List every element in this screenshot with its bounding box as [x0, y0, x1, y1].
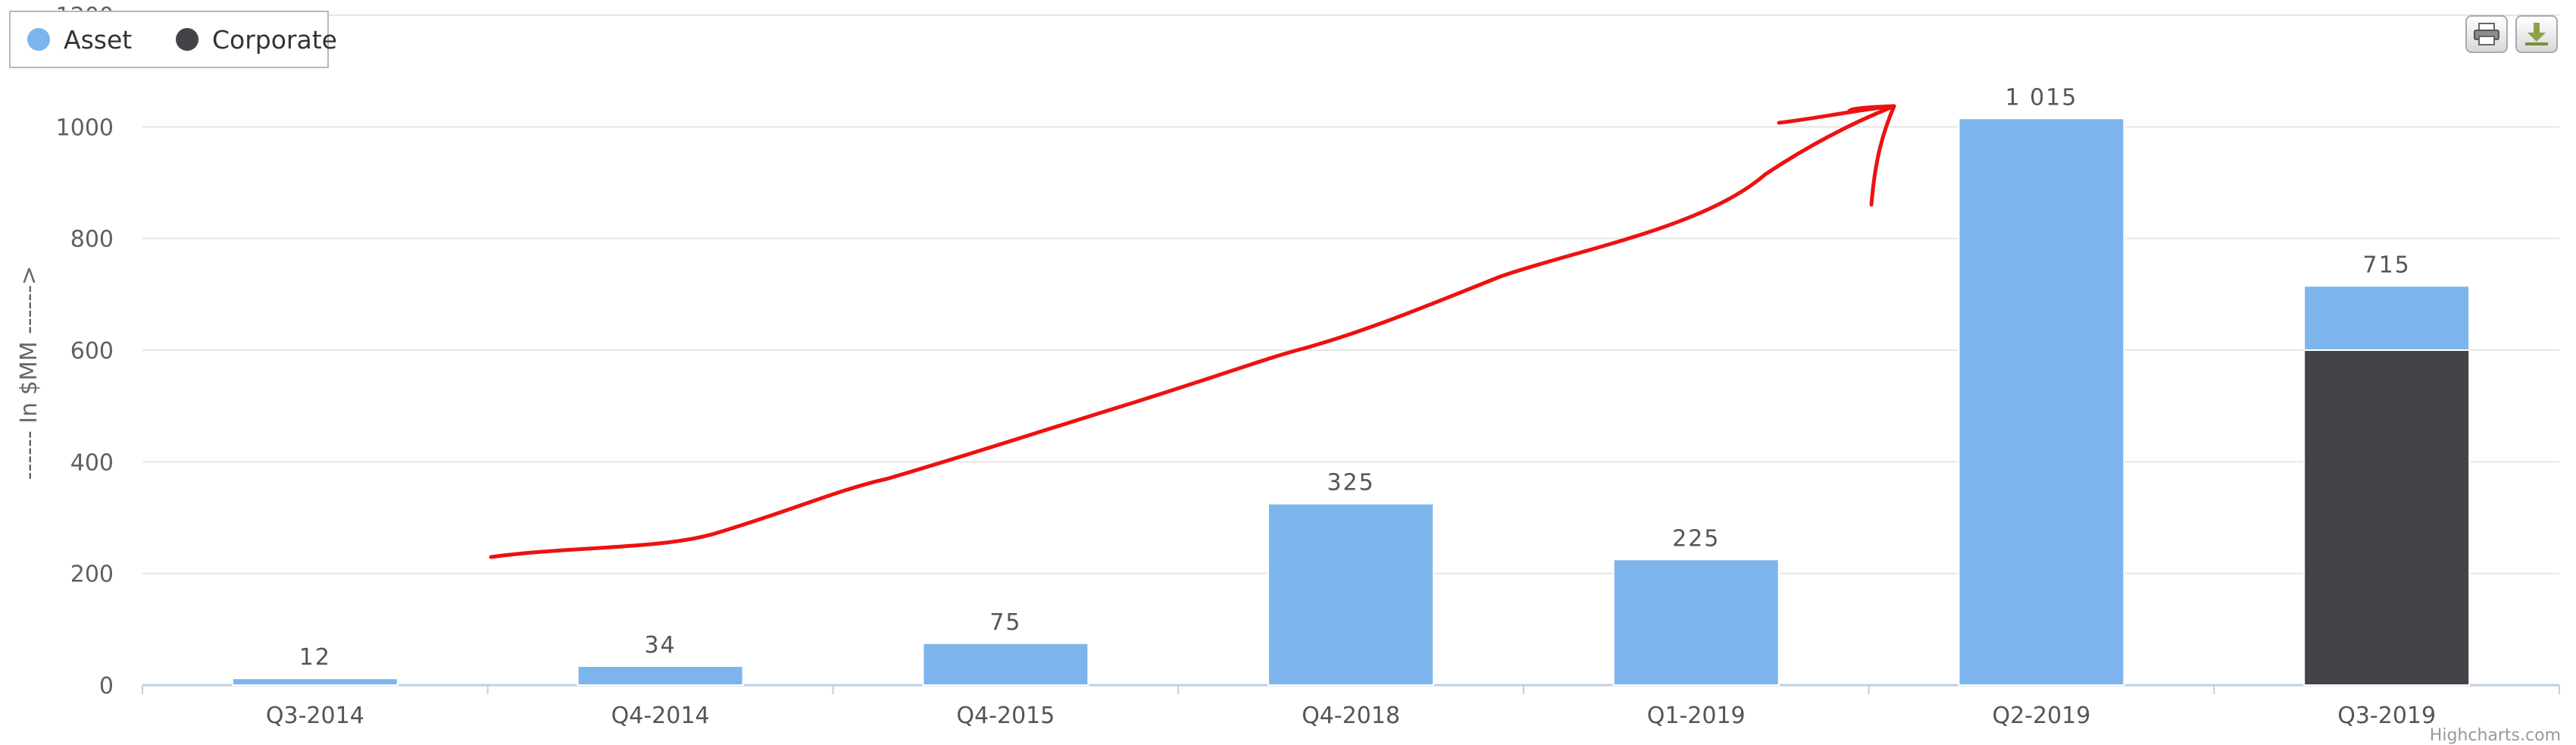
legend-dot-corporate	[176, 28, 199, 51]
print-button[interactable]	[2465, 15, 2508, 53]
legend-label-asset: Asset	[64, 24, 133, 55]
legend-item-asset[interactable]: Asset	[27, 12, 132, 67]
x-tick-label: Q2-2019	[1992, 703, 2090, 729]
data-label-total: 1 015	[2005, 84, 2077, 111]
bar-asset-q3-2014	[231, 678, 399, 686]
y-tick-label: 800	[70, 227, 114, 253]
data-label-total: 34	[644, 632, 676, 659]
y-tick-label: 200	[70, 562, 114, 588]
download-icon	[2525, 23, 2548, 45]
data-label-total: 325	[1327, 470, 1374, 496]
x-tick-label: Q4-2015	[956, 703, 1055, 729]
y-tick-label: 1000	[56, 114, 114, 141]
legend-item-corporate[interactable]: Corporate	[176, 12, 337, 67]
bar-asset-q1-2019	[1612, 559, 1780, 686]
x-tick-label: Q3-2014	[266, 703, 364, 729]
x-tick-label: Q1-2019	[1647, 703, 1746, 729]
data-label-total: 75	[989, 609, 1021, 636]
legend-dot-asset	[27, 28, 50, 51]
y-axis-title: ------ In $MM ------>	[16, 266, 42, 480]
download-button[interactable]	[2515, 15, 2558, 53]
bar-corporate-q3-2019	[2303, 349, 2471, 686]
chart-legend: Asset Corporate	[9, 11, 337, 68]
data-label-total: 225	[1672, 525, 1720, 552]
y-tick-label: 400	[70, 449, 114, 476]
x-tick-label: Q3-2019	[2337, 703, 2436, 729]
y-tick-label: 0	[99, 673, 114, 700]
bar-asset-q2-2019	[1958, 117, 2125, 687]
printer-icon	[2474, 23, 2499, 45]
x-tick-label: Q4-2014	[611, 703, 710, 729]
legend-label-corporate: Corporate	[212, 24, 337, 55]
bar-asset-q4-2014	[577, 665, 744, 686]
data-label-total: 715	[2363, 252, 2411, 278]
data-label-total: 12	[299, 644, 331, 671]
y-tick-label: 600	[70, 338, 114, 365]
x-tick-label: Q4-2018	[1302, 703, 1400, 729]
credits-text[interactable]: Highcharts.com	[2429, 726, 2561, 745]
bar-asset-q4-2018	[1268, 502, 1434, 686]
bar-asset-q3-2019	[2303, 285, 2471, 351]
bar-asset-q4-2015	[922, 642, 1089, 686]
